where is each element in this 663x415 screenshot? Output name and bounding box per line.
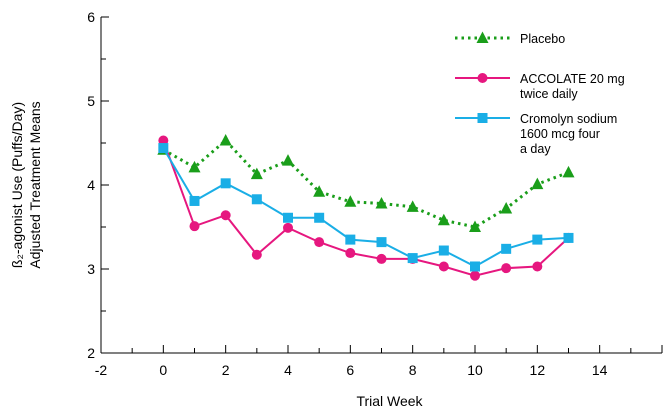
data-point: [470, 261, 480, 272]
x-axis-title: Trial Week: [356, 393, 423, 409]
data-point: [220, 178, 231, 189]
series-2: [158, 135, 574, 281]
data-point: [251, 249, 262, 260]
legend-label: 1600 mcg four: [520, 127, 600, 141]
data-point: [282, 154, 294, 166]
x-tick-label: 4: [284, 362, 292, 378]
y-tick-label: 6: [87, 9, 95, 25]
y-axis-title-line-2: Adjusted Treatment Means: [27, 101, 43, 268]
y-tick-label: 5: [87, 93, 95, 109]
y-axis-title-line-1: ß₂-agonist Use (Puffs/Day): [9, 102, 25, 268]
data-point: [344, 195, 357, 207]
data-point: [251, 194, 262, 205]
data-point: [501, 243, 512, 254]
data-point: [158, 135, 169, 146]
data-point: [376, 237, 387, 248]
series-line: [162, 147, 569, 268]
y-tick-label: 3: [87, 261, 95, 277]
legend-label: Cromolyn sodium: [520, 112, 617, 126]
series-3: [158, 143, 574, 272]
x-tick-label: 2: [222, 362, 230, 378]
data-point: [562, 165, 575, 178]
data-point: [437, 213, 450, 226]
legend-marker: [477, 113, 488, 123]
data-point: [500, 202, 513, 214]
series-1: [157, 133, 575, 232]
legend-label: twice daily: [520, 87, 578, 101]
data-point: [189, 195, 200, 206]
data-point: [531, 177, 544, 190]
data-point: [407, 253, 418, 264]
data-point: [406, 200, 419, 212]
series-line: [162, 138, 570, 229]
series-layer: [157, 133, 575, 281]
x-tick-label: -2: [95, 362, 108, 378]
data-point: [219, 133, 232, 146]
data-point: [532, 234, 543, 245]
data-point: [469, 220, 481, 232]
legend-marker: [476, 31, 489, 43]
data-point: [501, 263, 512, 274]
x-tick-label: 8: [409, 362, 417, 378]
y-tick-label: 2: [87, 345, 95, 361]
legend-label: Placebo: [520, 32, 565, 46]
data-point: [470, 270, 480, 281]
x-tick-label: 10: [467, 362, 483, 378]
data-point: [314, 212, 325, 223]
x-tick-label: 0: [159, 362, 167, 378]
data-point: [438, 245, 449, 256]
data-point: [345, 234, 356, 245]
data-point: [189, 221, 200, 232]
legend-marker: [477, 73, 488, 83]
x-tick-label: 12: [530, 362, 546, 378]
x-tick-label: 6: [346, 362, 354, 378]
data-point: [563, 232, 574, 243]
data-point: [283, 222, 293, 233]
data-point: [250, 167, 263, 180]
data-point: [314, 237, 325, 248]
data-point: [158, 143, 169, 154]
data-point: [345, 248, 356, 259]
data-point: [313, 185, 326, 197]
data-point: [375, 196, 388, 209]
axes: 2 3 4 5 6 -2 0 2 4 6 8 10 12 14: [87, 9, 663, 378]
legend-label: a day: [520, 142, 551, 156]
data-point: [438, 261, 449, 272]
x-tick-label: 14: [592, 362, 608, 378]
data-point: [283, 212, 293, 223]
data-point: [376, 253, 387, 264]
legend-label: ACCOLATE 20 mg: [520, 72, 625, 86]
series-line: [162, 140, 570, 277]
data-point: [220, 210, 231, 221]
y-tick-label: 4: [87, 177, 95, 193]
data-point: [532, 261, 543, 272]
data-point: [188, 160, 201, 173]
